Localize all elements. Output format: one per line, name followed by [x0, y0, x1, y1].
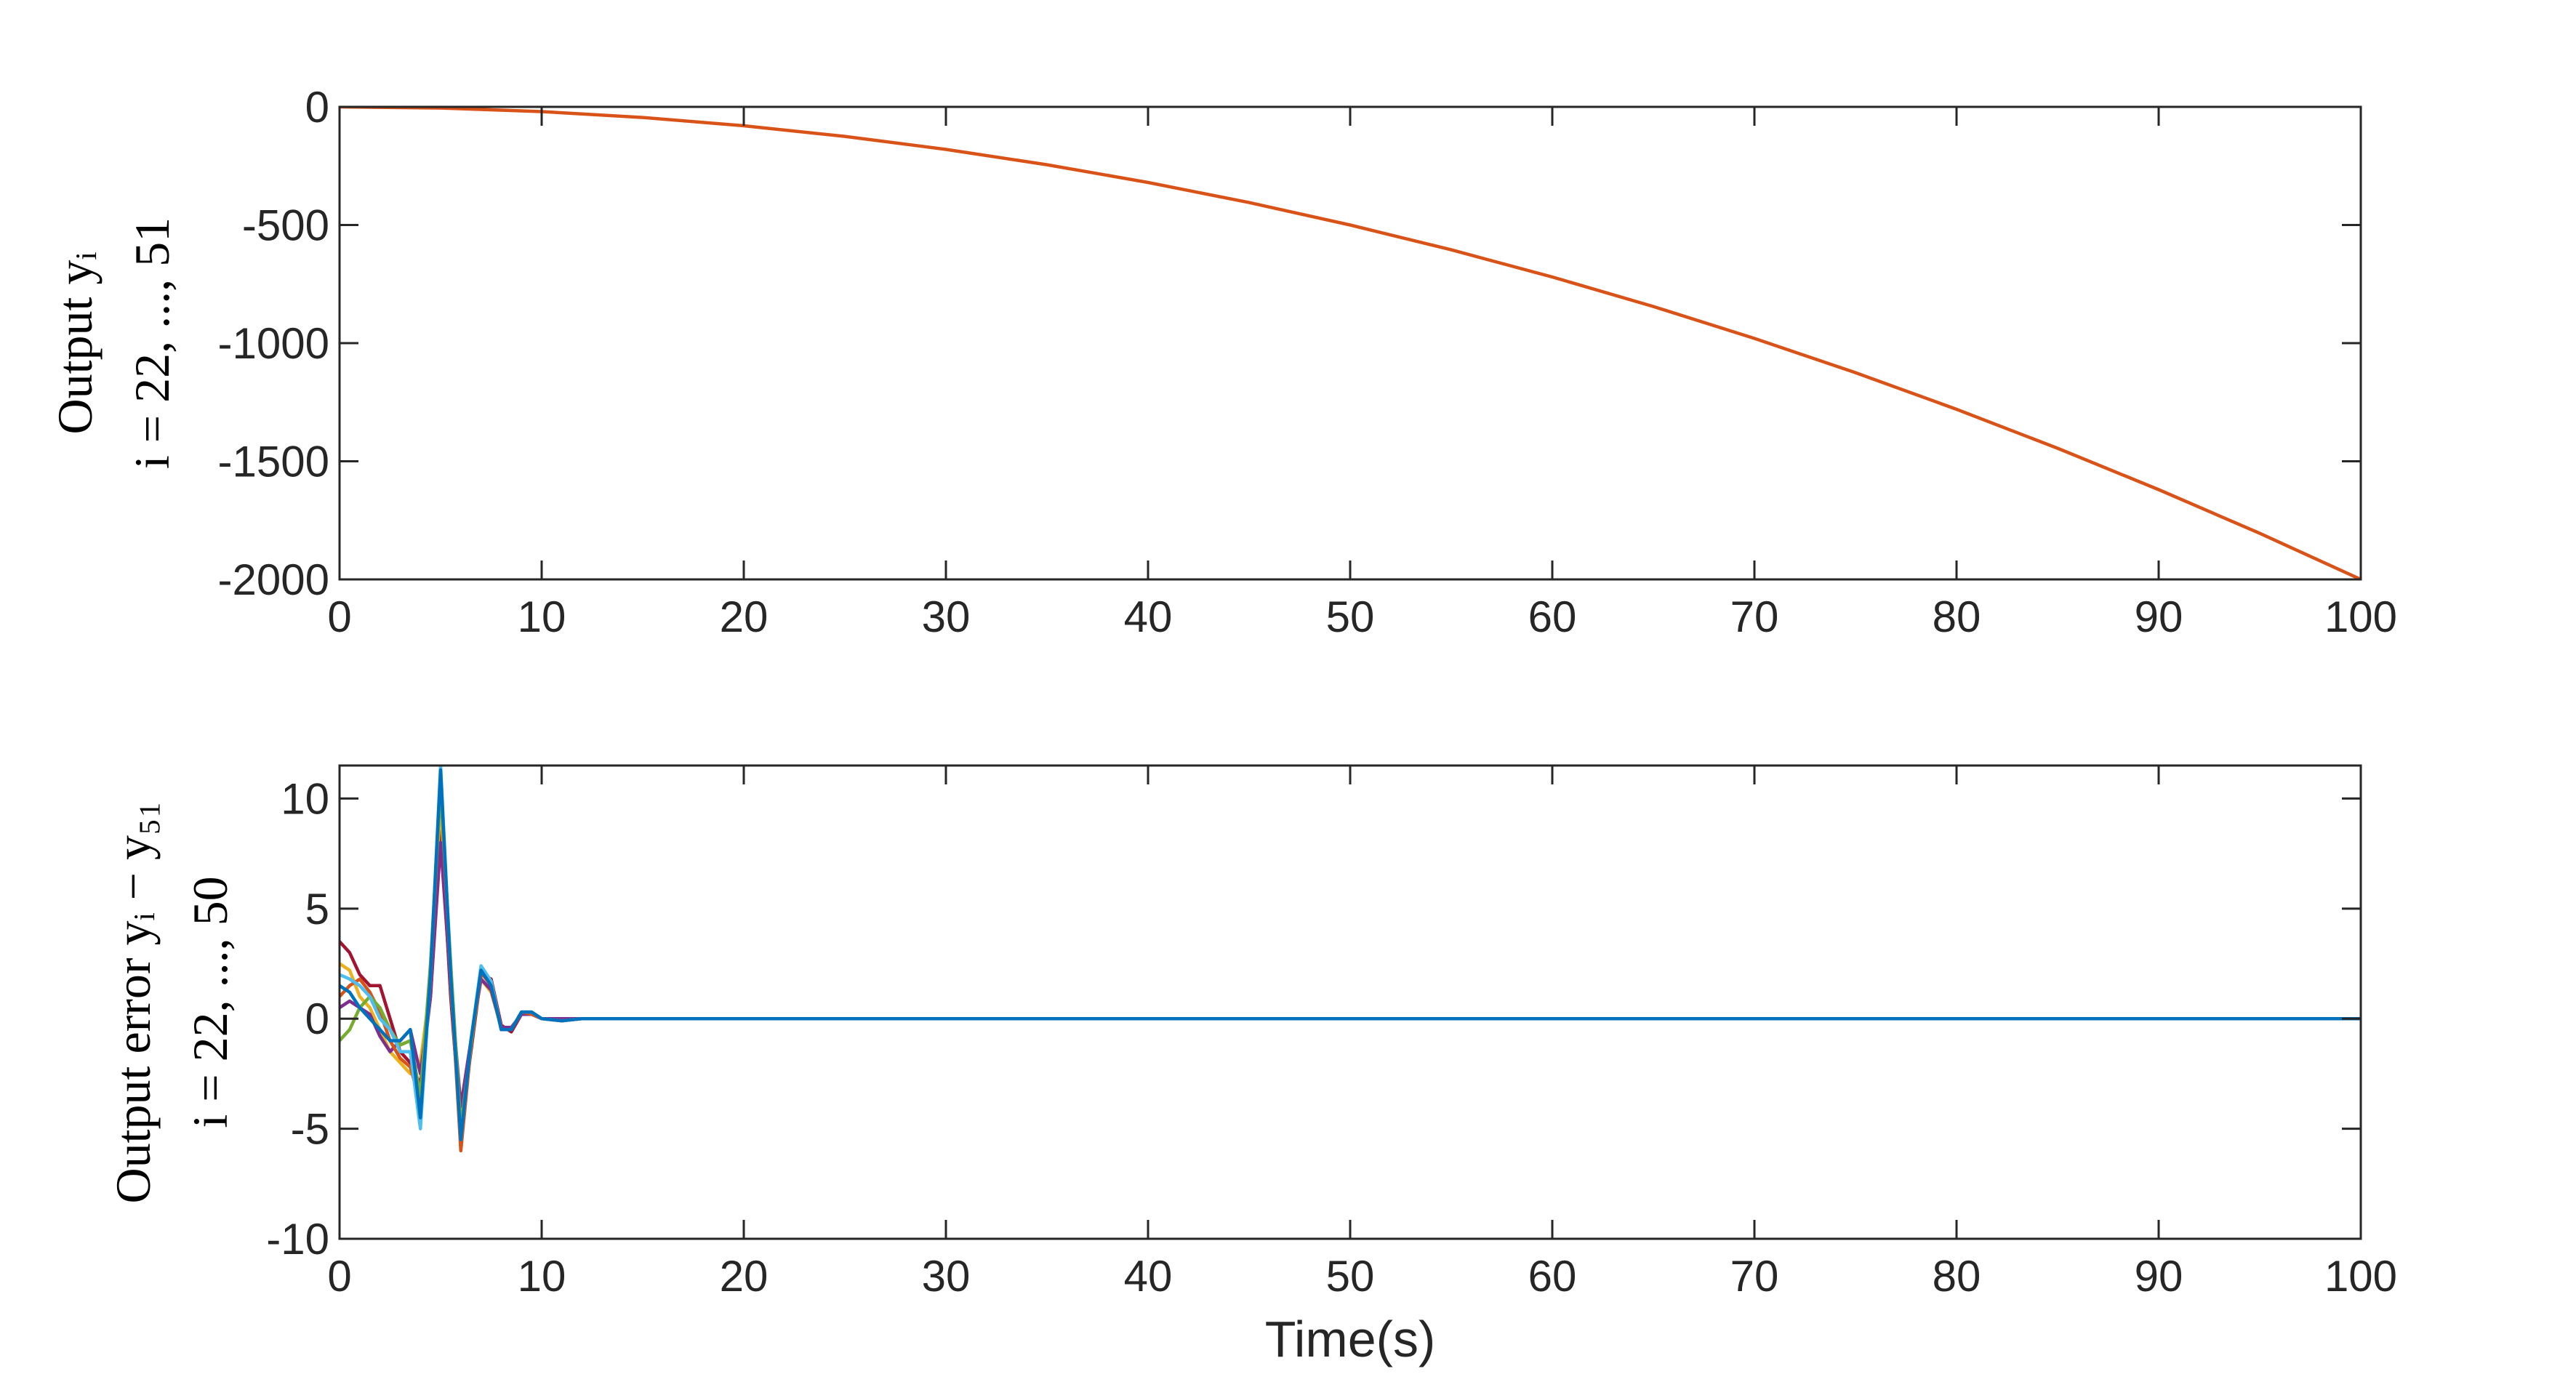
x-tick-label: 30 — [922, 592, 971, 641]
plot-area — [340, 766, 2361, 1153]
y-tick-label: -5 — [291, 1105, 329, 1154]
x-tick-label: 50 — [1326, 1252, 1375, 1301]
y-tick-label: 0 — [305, 83, 329, 132]
x-tick-label: 50 — [1326, 592, 1375, 641]
y-tick-label: 5 — [305, 885, 329, 933]
x-tick-label: 70 — [1730, 592, 1779, 641]
x-tick-label: 20 — [720, 1252, 769, 1301]
x-tick-label: 100 — [2324, 592, 2397, 641]
x-tick-label: 60 — [1528, 592, 1577, 641]
y-axis-label: Output error yᵢ − y₅₁ — [105, 801, 161, 1204]
data-line — [340, 768, 2361, 1141]
x-tick-label: 60 — [1528, 1252, 1577, 1301]
y-tick-label: -10 — [266, 1215, 329, 1263]
x-tick-label: 40 — [1124, 1252, 1173, 1301]
x-tick-label: 40 — [1124, 592, 1173, 641]
x-tick-label: 0 — [327, 1252, 351, 1301]
y-tick-label: -1000 — [218, 319, 329, 368]
y-tick-label: -1500 — [218, 438, 329, 486]
y-tick-label: -2000 — [218, 555, 329, 604]
x-tick-label: 10 — [518, 1252, 566, 1301]
y-axis-label: i = 22, ..., 50 — [182, 876, 238, 1128]
x-tick-label: 100 — [2324, 1252, 2397, 1301]
y-tick-label: 0 — [305, 995, 329, 1043]
x-tick-label: 80 — [1933, 1252, 1981, 1301]
x-tick-label: 20 — [720, 592, 769, 641]
y-tick-label: -500 — [242, 201, 329, 250]
y-tick-label: 10 — [281, 774, 329, 823]
x-tick-label: 90 — [2135, 592, 2183, 641]
x-tick-label: 90 — [2135, 1252, 2183, 1301]
x-tick-label: 70 — [1730, 1252, 1779, 1301]
x-axis-label: Time(s) — [1265, 1311, 1436, 1367]
y-axis-label: i = 22, ..., 51 — [124, 217, 180, 469]
x-tick-label: 80 — [1933, 592, 1981, 641]
x-tick-label: 10 — [518, 592, 566, 641]
data-line — [340, 107, 2361, 579]
x-tick-label: 30 — [922, 1252, 971, 1301]
plot-area — [340, 107, 2361, 579]
y-axis-label: Output yᵢ — [47, 252, 103, 434]
x-tick-label: 0 — [327, 592, 351, 641]
